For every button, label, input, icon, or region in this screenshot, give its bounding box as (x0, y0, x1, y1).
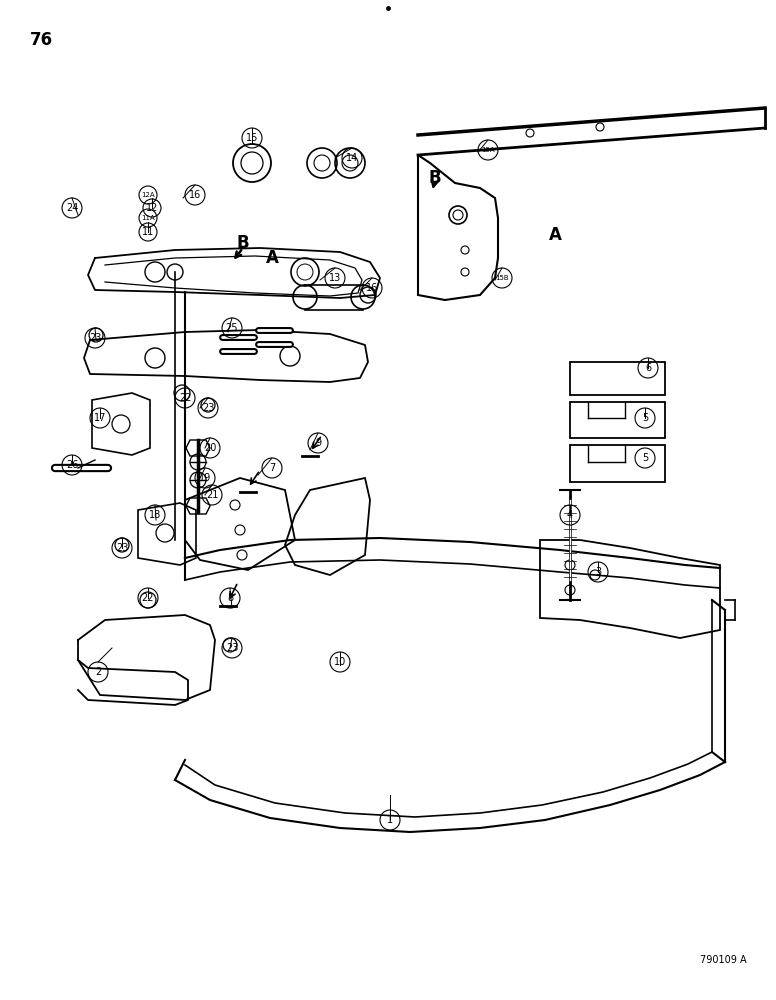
Text: 2: 2 (95, 667, 101, 677)
Text: 6: 6 (645, 363, 651, 373)
Text: 10: 10 (334, 657, 346, 667)
Text: 8: 8 (227, 593, 233, 603)
Text: 23: 23 (202, 403, 214, 413)
Text: 5: 5 (642, 453, 648, 463)
Text: 20: 20 (204, 443, 217, 453)
Text: A: A (265, 249, 279, 267)
Text: 14: 14 (346, 153, 359, 163)
Text: B: B (237, 234, 249, 252)
Text: 1: 1 (387, 815, 393, 825)
Text: 12A: 12A (141, 192, 155, 198)
Text: 17: 17 (94, 413, 106, 423)
Text: 11: 11 (142, 227, 154, 237)
Text: 24: 24 (66, 203, 78, 213)
Text: 23: 23 (226, 643, 238, 653)
Text: 15: 15 (246, 133, 258, 143)
Text: 7: 7 (268, 463, 275, 473)
Text: 22: 22 (178, 393, 191, 403)
Text: 23: 23 (88, 333, 101, 343)
Text: 19: 19 (199, 473, 211, 483)
Text: 3: 3 (595, 567, 601, 577)
Text: 13: 13 (329, 273, 341, 283)
Text: 18: 18 (149, 510, 161, 520)
Text: 25: 25 (226, 323, 238, 333)
Text: 16: 16 (189, 190, 201, 200)
Text: 12: 12 (146, 203, 158, 213)
Text: 76: 76 (30, 31, 53, 49)
Text: 26: 26 (66, 460, 78, 470)
Text: B: B (428, 169, 442, 187)
Text: 15A: 15A (481, 147, 495, 153)
Text: 22: 22 (142, 593, 154, 603)
Text: 790109 A: 790109 A (700, 955, 747, 965)
Text: 5: 5 (642, 413, 648, 423)
Text: A: A (549, 226, 562, 244)
Text: 9: 9 (315, 438, 321, 448)
Text: 11A: 11A (141, 215, 155, 221)
Text: 23: 23 (116, 543, 128, 553)
Text: 21: 21 (206, 490, 218, 500)
Text: 4: 4 (567, 510, 573, 520)
Text: 16: 16 (365, 283, 378, 293)
Text: 15B: 15B (495, 275, 509, 281)
